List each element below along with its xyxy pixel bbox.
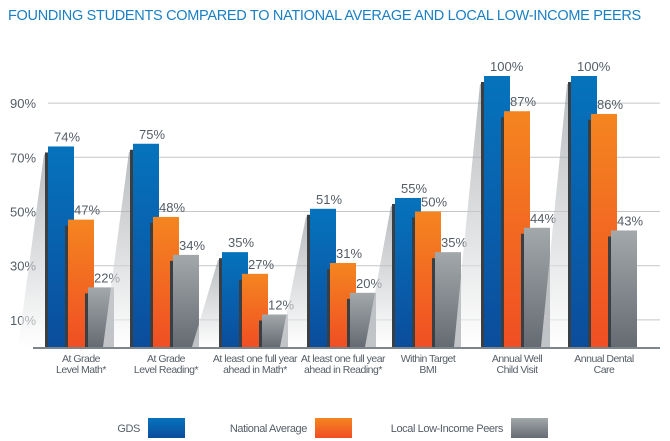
data-label: 20% xyxy=(356,276,382,291)
x-category-label: Care xyxy=(594,364,615,376)
legend-label: GDS xyxy=(117,423,140,435)
bar-shadow xyxy=(103,151,133,347)
legend-swatch xyxy=(511,418,548,438)
bar-edge xyxy=(45,152,48,347)
bar-edge xyxy=(392,203,395,347)
y-tick-label: 90% xyxy=(10,96,36,111)
x-category-label: At Grade xyxy=(62,353,101,365)
data-label: 51% xyxy=(316,192,342,207)
bar-shadow xyxy=(454,84,484,347)
bar-shadow xyxy=(18,154,48,347)
bar-edge xyxy=(521,233,524,347)
data-label: 31% xyxy=(336,246,362,261)
data-label: 35% xyxy=(441,235,467,250)
x-category-label: BMI xyxy=(419,364,436,376)
data-label: 47% xyxy=(74,203,100,218)
bar-edge xyxy=(219,258,222,347)
data-label: 55% xyxy=(401,181,427,196)
legend-label: National Average xyxy=(230,423,307,435)
bar-edge xyxy=(588,119,591,347)
data-label: 44% xyxy=(530,211,556,226)
x-category-label: Child Visit xyxy=(497,364,539,376)
bar-edge xyxy=(259,320,262,347)
x-category-label: At Grade xyxy=(147,353,186,365)
x-category-label: Annual Dental xyxy=(574,353,634,365)
legend-swatch xyxy=(315,418,352,438)
data-label: 87% xyxy=(510,94,536,109)
x-category-label: Level Reading* xyxy=(134,364,199,376)
bar-edge xyxy=(432,258,435,347)
bar-edge xyxy=(85,293,88,347)
bar-edge xyxy=(327,268,330,347)
bar-edge xyxy=(347,298,350,347)
bar-local-low-income-peers xyxy=(173,254,199,347)
data-label: 75% xyxy=(139,127,165,142)
data-label: 86% xyxy=(597,97,623,112)
bar-edge xyxy=(170,260,173,347)
bar-edge xyxy=(307,214,310,347)
data-label: 100% xyxy=(577,59,611,74)
bar-edge xyxy=(568,82,571,347)
data-label: 43% xyxy=(617,213,643,228)
bar-shadow xyxy=(541,84,571,347)
bar-local-low-income-peers xyxy=(611,230,637,347)
bar-edge xyxy=(150,222,153,347)
data-label: 100% xyxy=(490,59,524,74)
x-category-label: Within Target xyxy=(401,353,456,365)
legend-label: Local Low-Income Peers xyxy=(391,423,504,435)
bar-edge xyxy=(130,149,133,347)
bar-edge xyxy=(481,82,484,347)
x-category-label: At least one full year xyxy=(301,353,386,365)
bar-edge xyxy=(412,217,415,347)
y-tick-label: 50% xyxy=(10,205,36,220)
data-label: 74% xyxy=(54,129,80,144)
chart-title: FOUNDING STUDENTS COMPARED TO NATIONAL A… xyxy=(8,8,641,24)
x-axis-line xyxy=(33,347,660,349)
x-category-label: ahead in Reading* xyxy=(304,364,382,376)
data-label: 48% xyxy=(159,200,185,215)
bar-edge xyxy=(501,117,504,347)
bar-shadow xyxy=(192,260,222,347)
data-label: 27% xyxy=(248,257,274,272)
bar-shadow xyxy=(365,205,395,347)
x-category-label: ahead in Math* xyxy=(223,364,287,376)
legend-swatch xyxy=(148,418,185,438)
bar-shadow xyxy=(280,216,310,347)
bar-edge xyxy=(608,236,611,347)
x-category-label: At least one full year xyxy=(213,353,298,365)
x-category-label: Annual Well xyxy=(492,353,543,365)
y-tick-label: 70% xyxy=(10,150,36,165)
data-label: 35% xyxy=(228,235,254,250)
data-label: 50% xyxy=(421,195,447,210)
bar-edge xyxy=(239,279,242,347)
bar-edge xyxy=(65,225,68,347)
x-category-label: Level Math* xyxy=(56,364,106,376)
data-label: 34% xyxy=(179,238,205,253)
